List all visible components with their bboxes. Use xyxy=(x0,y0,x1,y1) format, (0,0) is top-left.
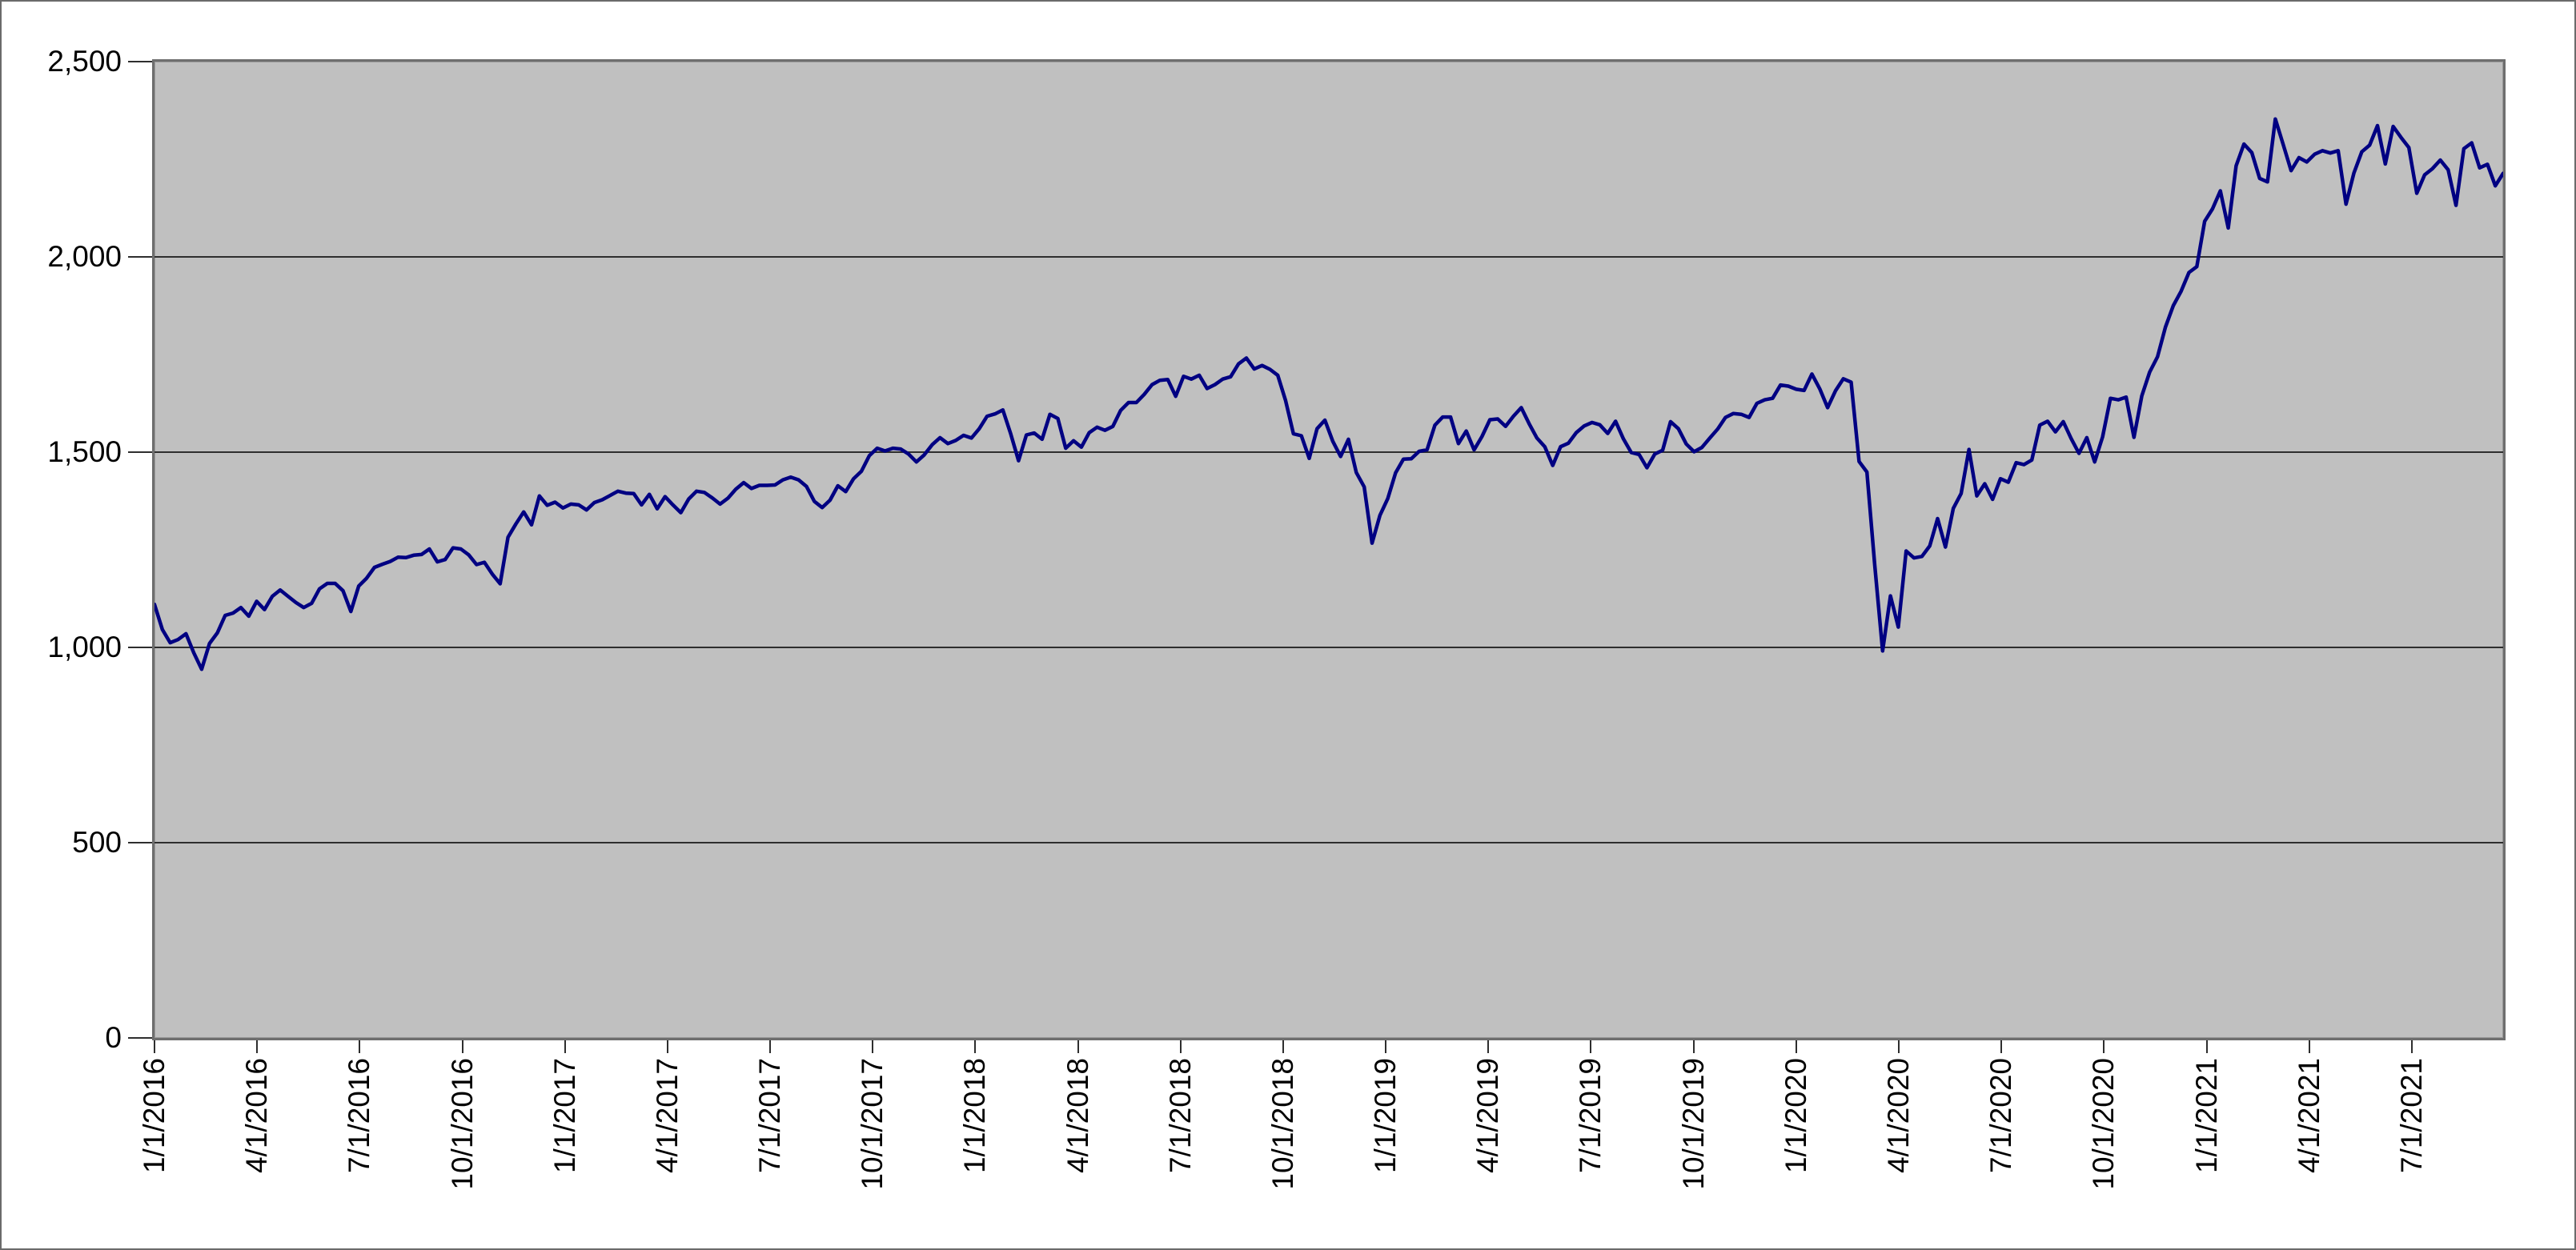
y-axis-label-0: 0 xyxy=(105,1021,122,1054)
x-axis-label-4-1-2018: 4/1/2018 xyxy=(1061,1058,1094,1174)
x-axis-tick-1-1-2020 xyxy=(1795,1040,1797,1053)
x-axis-label-1-1-2020: 1/1/2020 xyxy=(1779,1058,1812,1174)
x-axis-label-10-1-2018: 10/1/2018 xyxy=(1266,1058,1299,1190)
x-axis-tick-7-1-2019 xyxy=(1590,1040,1592,1053)
x-axis-label-7-1-2020: 7/1/2020 xyxy=(1984,1058,2018,1174)
x-axis-tick-10-1-2017 xyxy=(872,1040,874,1053)
line-series-svg xyxy=(154,117,2503,671)
x-axis-label-10-1-2016: 10/1/2016 xyxy=(445,1058,479,1190)
y-axis-tick-0 xyxy=(128,1037,152,1039)
index-line xyxy=(154,117,2503,671)
y-axis-tick-1500 xyxy=(128,451,152,453)
x-axis-label-1-1-2017: 1/1/2017 xyxy=(548,1058,581,1174)
gridline-2000 xyxy=(154,256,2503,258)
x-axis-label-1-1-2016: 1/1/2016 xyxy=(138,1058,171,1174)
y-axis-label-2500: 2,500 xyxy=(47,45,122,78)
y-axis-tick-2500 xyxy=(128,61,152,62)
y-axis-tick-1000 xyxy=(128,647,152,648)
x-axis-tick-7-1-2020 xyxy=(2000,1040,2003,1053)
x-axis-tick-1-1-2016 xyxy=(154,1040,155,1053)
x-axis-label-4-1-2019: 4/1/2019 xyxy=(1471,1058,1505,1174)
x-axis-label-1-1-2018: 1/1/2018 xyxy=(958,1058,992,1174)
x-axis-label-4-1-2020: 4/1/2020 xyxy=(1882,1058,1916,1174)
x-axis-label-10-1-2017: 10/1/2017 xyxy=(856,1058,889,1190)
y-axis-label-500: 500 xyxy=(72,826,122,859)
x-axis-label-4-1-2017: 4/1/2017 xyxy=(650,1058,684,1174)
x-axis-label-10-1-2019: 10/1/2019 xyxy=(1676,1058,1710,1190)
x-axis-tick-7-1-2017 xyxy=(769,1040,772,1053)
x-axis-tick-4-1-2017 xyxy=(666,1040,668,1053)
x-axis-tick-10-1-2018 xyxy=(1282,1040,1284,1053)
x-axis-label-10-1-2020: 10/1/2020 xyxy=(2087,1058,2121,1190)
x-axis-tick-10-1-2019 xyxy=(1692,1040,1695,1053)
y-axis-tick-2000 xyxy=(128,256,152,258)
x-axis-label-1-1-2021: 1/1/2021 xyxy=(2189,1058,2223,1174)
y-axis-label-1500: 1,500 xyxy=(47,435,122,468)
x-axis-label-4-1-2021: 4/1/2021 xyxy=(2292,1058,2325,1174)
x-axis-tick-4-1-2018 xyxy=(1077,1040,1079,1053)
x-axis-tick-1-1-2017 xyxy=(564,1040,566,1053)
x-axis-label-1-1-2019: 1/1/2019 xyxy=(1369,1058,1402,1174)
gridline-1000 xyxy=(154,647,2503,648)
x-axis-tick-10-1-2020 xyxy=(2103,1040,2105,1053)
x-axis-tick-1-1-2018 xyxy=(974,1040,977,1053)
x-axis-label-7-1-2021: 7/1/2021 xyxy=(2394,1058,2428,1174)
x-axis-label-7-1-2019: 7/1/2019 xyxy=(1574,1058,1607,1174)
x-axis-tick-7-1-2016 xyxy=(359,1040,361,1053)
gridline-1500 xyxy=(154,451,2503,453)
x-axis-label-7-1-2016: 7/1/2016 xyxy=(343,1058,376,1174)
x-axis-tick-1-1-2019 xyxy=(1385,1040,1387,1053)
x-axis-label-7-1-2018: 7/1/2018 xyxy=(1163,1058,1197,1174)
x-axis-tick-4-1-2016 xyxy=(256,1040,259,1053)
x-axis-tick-10-1-2016 xyxy=(461,1040,463,1053)
x-axis-tick-1-1-2021 xyxy=(2205,1040,2208,1053)
y-axis-label-2000: 2,000 xyxy=(47,240,122,273)
gridline-500 xyxy=(154,842,2503,843)
x-axis-label-4-1-2016: 4/1/2016 xyxy=(240,1058,274,1174)
y-axis-tick-500 xyxy=(128,842,152,843)
y-axis-label-1000: 1,000 xyxy=(47,631,122,663)
x-axis-label-7-1-2017: 7/1/2017 xyxy=(753,1058,787,1174)
x-axis-tick-4-1-2020 xyxy=(1898,1040,1900,1053)
plot-area xyxy=(152,59,2506,1040)
x-axis-tick-4-1-2019 xyxy=(1487,1040,1490,1053)
x-axis-tick-4-1-2021 xyxy=(2308,1040,2310,1053)
x-axis-tick-7-1-2021 xyxy=(2410,1040,2413,1053)
x-axis-tick-7-1-2018 xyxy=(1179,1040,1182,1053)
